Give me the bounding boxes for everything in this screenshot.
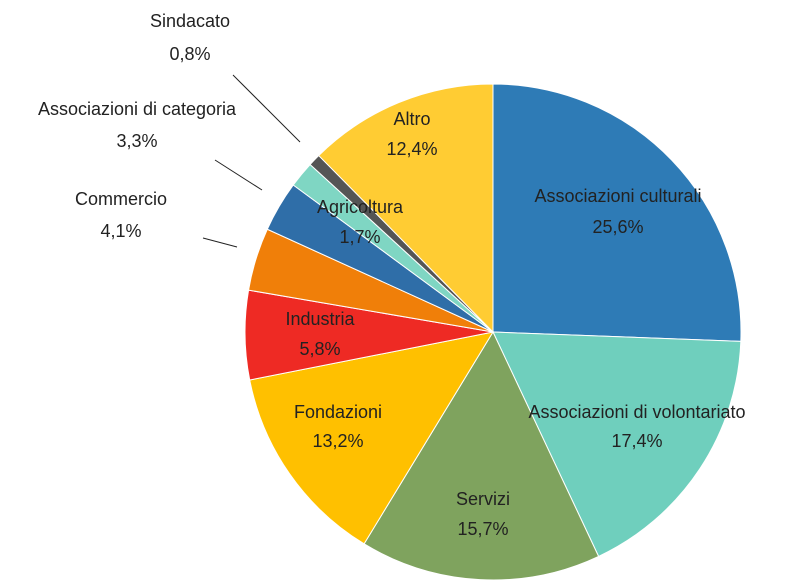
- slice-label: Fondazioni: [294, 402, 382, 422]
- slice-label: Servizi: [456, 489, 510, 509]
- pie-slice: [249, 331, 495, 545]
- slice-value-label: 3,3%: [116, 131, 157, 151]
- slice-label: Agricoltura: [317, 197, 404, 217]
- slice-label: Associazioni culturali: [534, 186, 701, 206]
- slice-value-label: 25,6%: [592, 217, 643, 237]
- slice-value-label: 0,8%: [169, 44, 210, 64]
- slice-value-label: 4,1%: [100, 221, 141, 241]
- slice-value-label: 5,8%: [299, 339, 340, 359]
- leader-line: [232, 74, 301, 143]
- pie-slice: [492, 83, 742, 342]
- pie-slice: [492, 331, 742, 558]
- slice-value-label: 17,4%: [611, 431, 662, 451]
- slice-value-label: 12,4%: [386, 139, 437, 159]
- slice-value-label: 1,7%: [339, 227, 380, 247]
- slice-label: Associazioni di volontariato: [528, 402, 745, 422]
- slice-value-label: 15,7%: [457, 519, 508, 539]
- leader-line: [202, 237, 238, 248]
- slice-label: Industria: [285, 309, 355, 329]
- slice-label: Sindacato: [150, 11, 230, 31]
- slice-label: Associazioni di categoria: [38, 99, 237, 119]
- leader-line: [214, 159, 263, 191]
- slice-label: Altro: [393, 109, 430, 129]
- pie-slice: [318, 83, 494, 334]
- slice-label: Commercio: [75, 189, 167, 209]
- slice-value-label: 13,2%: [312, 431, 363, 451]
